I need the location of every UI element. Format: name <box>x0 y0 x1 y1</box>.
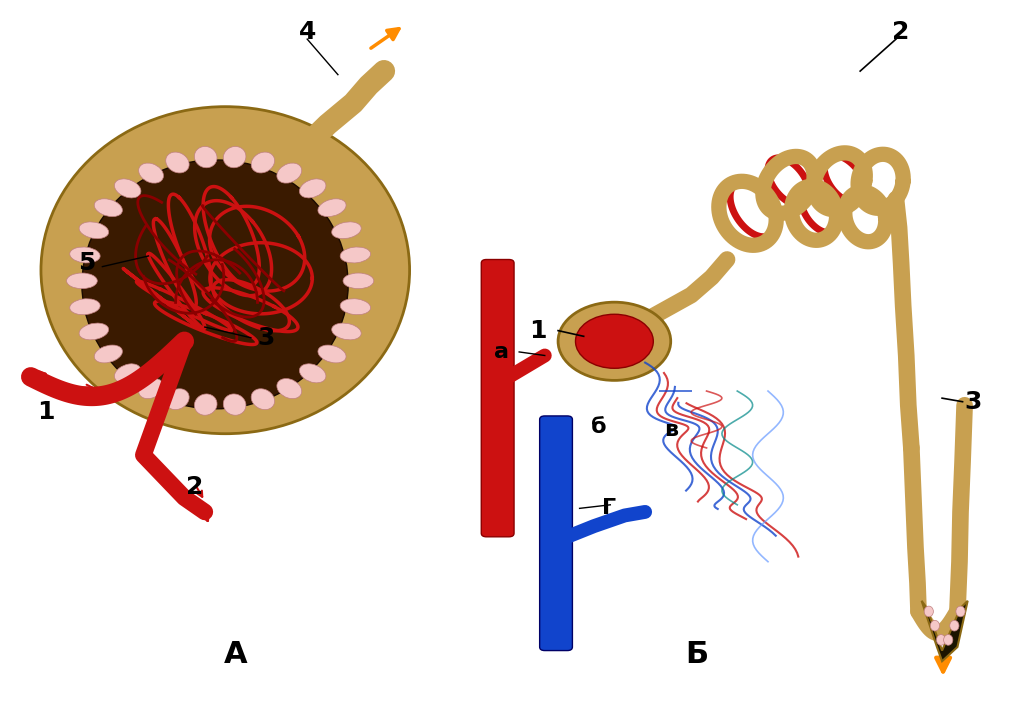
Ellipse shape <box>223 146 246 168</box>
Ellipse shape <box>138 163 164 183</box>
Ellipse shape <box>195 146 217 168</box>
Polygon shape <box>922 601 968 661</box>
Text: 2: 2 <box>893 20 909 44</box>
Circle shape <box>575 314 653 368</box>
Text: в: в <box>664 420 678 440</box>
Ellipse shape <box>82 160 348 409</box>
Ellipse shape <box>166 152 189 173</box>
Ellipse shape <box>41 107 410 434</box>
FancyBboxPatch shape <box>481 260 514 537</box>
Ellipse shape <box>950 620 958 631</box>
Ellipse shape <box>343 273 374 289</box>
Ellipse shape <box>332 323 361 340</box>
Text: 3: 3 <box>965 390 981 414</box>
Text: А: А <box>223 640 248 668</box>
Ellipse shape <box>94 345 123 363</box>
Text: 5: 5 <box>79 251 95 275</box>
Ellipse shape <box>944 634 952 646</box>
Ellipse shape <box>299 364 326 383</box>
Text: 3: 3 <box>258 326 274 350</box>
Ellipse shape <box>317 199 346 217</box>
Ellipse shape <box>115 179 141 198</box>
Text: Г: Г <box>602 498 616 518</box>
Ellipse shape <box>332 222 361 239</box>
Circle shape <box>558 302 671 380</box>
Ellipse shape <box>166 389 189 410</box>
Ellipse shape <box>70 299 100 315</box>
Text: а: а <box>495 342 509 362</box>
Ellipse shape <box>276 378 302 399</box>
Text: 1: 1 <box>528 319 547 343</box>
Text: 2: 2 <box>186 475 203 499</box>
Ellipse shape <box>223 394 246 415</box>
Ellipse shape <box>925 606 934 616</box>
Ellipse shape <box>79 222 109 239</box>
Ellipse shape <box>195 394 217 415</box>
Ellipse shape <box>138 378 164 399</box>
Ellipse shape <box>67 273 97 289</box>
Ellipse shape <box>956 606 965 616</box>
Ellipse shape <box>937 634 946 646</box>
Ellipse shape <box>931 620 940 631</box>
Text: 1: 1 <box>37 400 55 424</box>
Ellipse shape <box>115 364 141 383</box>
Ellipse shape <box>251 389 274 410</box>
Ellipse shape <box>251 152 274 173</box>
Ellipse shape <box>276 163 302 183</box>
Ellipse shape <box>340 299 371 315</box>
Ellipse shape <box>70 247 100 263</box>
Ellipse shape <box>317 345 346 363</box>
Ellipse shape <box>79 323 109 340</box>
Ellipse shape <box>94 199 123 217</box>
Ellipse shape <box>340 247 371 263</box>
Ellipse shape <box>299 179 326 198</box>
Text: Б: Б <box>685 640 708 668</box>
Text: б: б <box>591 417 607 437</box>
Text: 4: 4 <box>299 20 315 44</box>
FancyBboxPatch shape <box>540 416 572 651</box>
